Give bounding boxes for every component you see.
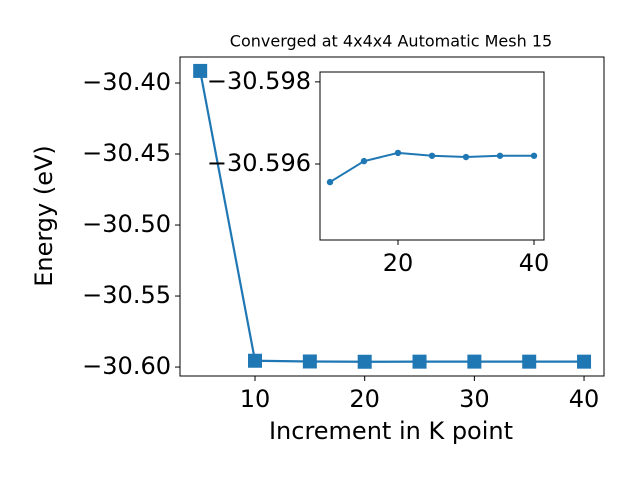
marker <box>428 152 436 159</box>
y-tick-label: −30.45 <box>82 139 171 167</box>
marker <box>530 152 538 159</box>
marker <box>467 354 482 369</box>
y-tick-label: −30.50 <box>82 210 171 238</box>
series-line <box>199 70 585 363</box>
x-tick-label: 20 <box>383 249 414 277</box>
y-tick-label: −30.596 <box>207 149 311 177</box>
x-tick-label: 30 <box>459 385 490 413</box>
marker <box>302 354 317 369</box>
marker <box>462 153 470 161</box>
y-tick-label: −30.55 <box>82 281 171 309</box>
marker <box>577 354 592 369</box>
marker <box>522 354 537 369</box>
marker <box>248 353 263 368</box>
marker <box>394 149 402 157</box>
x-tick-label: 40 <box>569 385 600 413</box>
x-axis-label: Increment in K point <box>269 417 513 445</box>
x-tick-label: 40 <box>519 249 550 277</box>
chart-title: Converged at 4x4x4 Automatic Mesh 15 <box>230 32 552 51</box>
y-tick-label: −30.598 <box>207 67 311 95</box>
marker <box>496 152 504 159</box>
marker <box>360 157 368 165</box>
marker <box>326 178 334 186</box>
y-tick-label: −30.60 <box>82 352 171 380</box>
y-axis-label: Energy (eV) <box>30 145 58 287</box>
y-tick-label: −30.40 <box>82 68 171 96</box>
marker <box>193 63 208 78</box>
marker <box>412 354 427 369</box>
marker <box>357 354 372 369</box>
x-tick-label: 20 <box>349 385 380 413</box>
x-tick-label: 10 <box>240 385 271 413</box>
